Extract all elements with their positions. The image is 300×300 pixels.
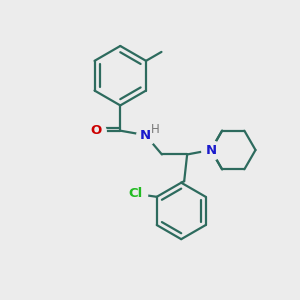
Text: O: O [91,124,102,137]
Text: N: N [140,129,151,142]
Text: Cl: Cl [129,187,143,200]
Text: N: N [206,143,217,157]
Text: H: H [151,123,159,136]
